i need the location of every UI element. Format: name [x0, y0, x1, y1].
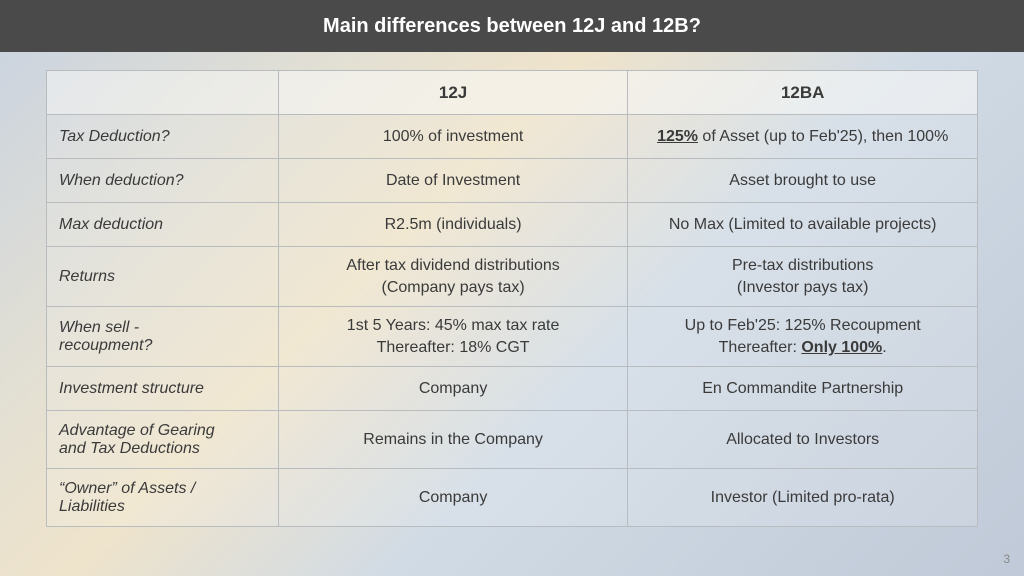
table-row: “Owner” of Assets /LiabilitiesCompanyInv… [47, 469, 978, 527]
table-row: Max deductionR2.5m (individuals)No Max (… [47, 203, 978, 247]
cell-12ba: Investor (Limited pro-rata) [628, 469, 978, 527]
cell-12ba: Pre-tax distributions(Investor pays tax) [628, 247, 978, 307]
cell-12ba: 125% of Asset (up to Feb'25), then 100% [628, 115, 978, 159]
cell-12j: Company [278, 469, 628, 527]
cell-12ba: Up to Feb'25: 125% RecoupmentThereafter:… [628, 307, 978, 367]
table-body: Tax Deduction?100% of investment125% of … [47, 115, 978, 527]
table-row: When deduction?Date of InvestmentAsset b… [47, 159, 978, 203]
cell-12j: 1st 5 Years: 45% max tax rateThereafter:… [278, 307, 628, 367]
comparison-table: 12J 12BA Tax Deduction?100% of investmen… [46, 70, 978, 527]
row-label: Returns [47, 247, 279, 307]
row-label: Max deduction [47, 203, 279, 247]
cell-12ba: Asset brought to use [628, 159, 978, 203]
row-label: “Owner” of Assets /Liabilities [47, 469, 279, 527]
cell-12ba: Allocated to Investors [628, 411, 978, 469]
cell-12ba: No Max (Limited to available projects) [628, 203, 978, 247]
row-label: Tax Deduction? [47, 115, 279, 159]
row-label: Advantage of Gearingand Tax Deductions [47, 411, 279, 469]
table-header-row: 12J 12BA [47, 71, 978, 115]
cell-12j: Remains in the Company [278, 411, 628, 469]
col-header-12ba: 12BA [628, 71, 978, 115]
table-row: When sell -recoupment?1st 5 Years: 45% m… [47, 307, 978, 367]
table-row: ReturnsAfter tax dividend distributions(… [47, 247, 978, 307]
cell-12j: Company [278, 367, 628, 411]
col-header-12j: 12J [278, 71, 628, 115]
table-row: Investment structureCompanyEn Commandite… [47, 367, 978, 411]
cell-12j: After tax dividend distributions(Company… [278, 247, 628, 307]
cell-12ba: En Commandite Partnership [628, 367, 978, 411]
table-row: Advantage of Gearingand Tax DeductionsRe… [47, 411, 978, 469]
table-row: Tax Deduction?100% of investment125% of … [47, 115, 978, 159]
page-number: 3 [1003, 552, 1010, 566]
row-label: Investment structure [47, 367, 279, 411]
cell-12j: 100% of investment [278, 115, 628, 159]
col-header-blank [47, 71, 279, 115]
row-label: When sell -recoupment? [47, 307, 279, 367]
row-label: When deduction? [47, 159, 279, 203]
slide-title: Main differences between 12J and 12B? [323, 15, 701, 38]
cell-12j: R2.5m (individuals) [278, 203, 628, 247]
comparison-table-container: 12J 12BA Tax Deduction?100% of investmen… [46, 70, 978, 527]
cell-12j: Date of Investment [278, 159, 628, 203]
slide-header: Main differences between 12J and 12B? [0, 0, 1024, 52]
